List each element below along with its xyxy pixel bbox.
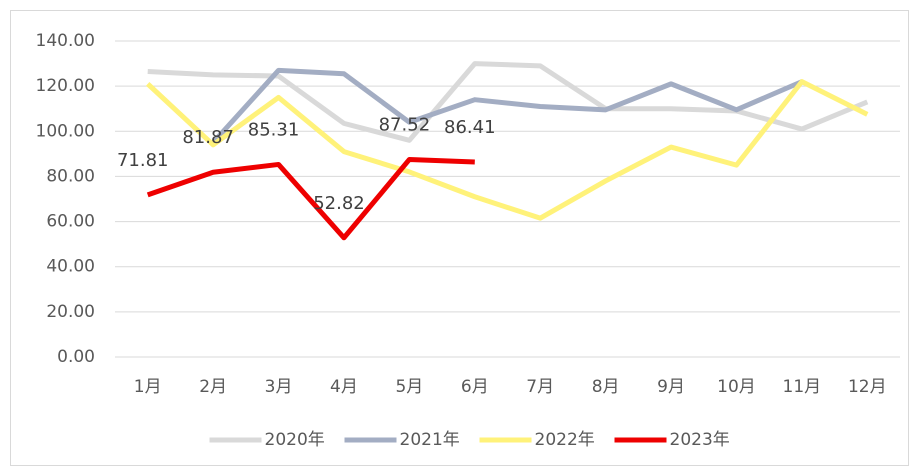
x-tick-label: 1月	[134, 377, 162, 397]
legend-label: 2022年	[535, 430, 595, 450]
data-label: 86.41	[444, 117, 496, 138]
y-tick-label: 100.00	[36, 121, 95, 141]
x-tick-label: 4月	[330, 377, 358, 397]
series-line	[211, 67, 803, 145]
legend-label: 2021年	[400, 430, 460, 450]
data-label: 52.82	[313, 193, 365, 214]
y-tick-label: 40.00	[46, 257, 95, 277]
data-label: 71.81	[117, 150, 169, 171]
series-line	[147, 61, 869, 143]
y-tick-label: 0.00	[57, 347, 95, 367]
x-tick-label: 9月	[657, 377, 685, 397]
legend-label: 2023年	[670, 430, 730, 450]
y-tick-label: 20.00	[46, 302, 95, 322]
data-label: 85.31	[248, 119, 300, 140]
y-tick-label: 140.00	[36, 31, 95, 51]
x-tick-label: 7月	[526, 377, 554, 397]
y-tick-label: 80.00	[46, 166, 95, 186]
y-tick-label: 120.00	[36, 76, 95, 96]
y-tick-label: 60.00	[46, 212, 95, 232]
series-line	[146, 156, 475, 241]
legend-label: 2020年	[265, 430, 325, 450]
x-tick-label: 12月	[848, 377, 887, 397]
x-tick-label: 3月	[265, 377, 293, 397]
x-tick-label: 5月	[395, 377, 423, 397]
x-tick-label: 2月	[199, 377, 227, 397]
x-tick-label: 6月	[461, 377, 489, 397]
x-tick-label: 8月	[592, 377, 620, 397]
series-line	[146, 79, 869, 221]
data-label: 81.87	[182, 127, 234, 148]
x-tick-label: 10月	[717, 377, 756, 397]
data-label: 87.52	[379, 114, 431, 135]
x-tick-label: 11月	[783, 377, 822, 397]
